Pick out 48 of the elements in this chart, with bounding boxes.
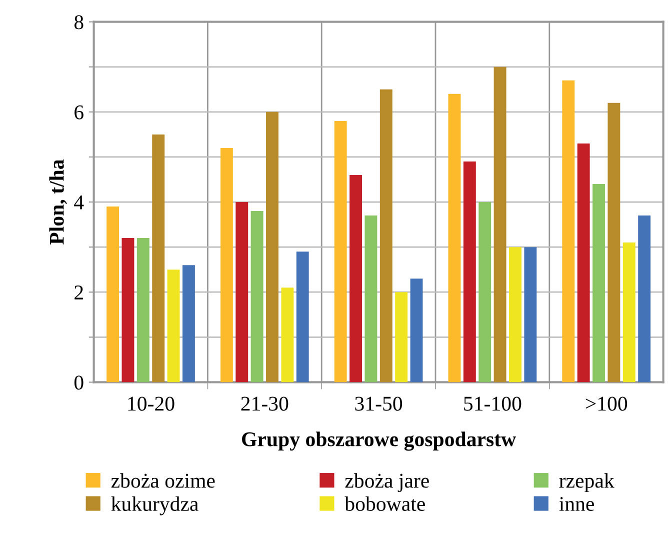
bar bbox=[236, 202, 248, 382]
bar bbox=[281, 288, 294, 382]
bar bbox=[152, 134, 165, 382]
bar bbox=[638, 216, 651, 382]
legend-label: rzepak bbox=[559, 473, 614, 492]
bar bbox=[136, 238, 150, 382]
bar bbox=[380, 89, 392, 382]
bar bbox=[494, 66, 506, 382]
bar bbox=[395, 292, 408, 382]
y-axis-title: Plon, t/ha bbox=[49, 160, 67, 244]
bar bbox=[250, 211, 264, 382]
bar bbox=[334, 120, 347, 382]
x-tick-label: 31-50 bbox=[355, 396, 402, 411]
y-tick-label: 8 bbox=[74, 15, 84, 30]
bar bbox=[266, 112, 278, 382]
x-tick-label: >100 bbox=[586, 396, 628, 411]
bar bbox=[562, 80, 575, 382]
y-tick-label: 2 bbox=[74, 286, 83, 300]
bar bbox=[220, 148, 233, 382]
x-tick-label: 51-100 bbox=[464, 396, 522, 411]
bar bbox=[410, 278, 423, 382]
bar bbox=[592, 184, 605, 382]
bar bbox=[463, 161, 476, 382]
x-axis-title: Grupy obszarowe gospodarstw bbox=[242, 432, 516, 451]
bar bbox=[106, 206, 120, 382]
y-tick-label: 0 bbox=[74, 376, 84, 390]
x-tick-label: 10-20 bbox=[128, 396, 174, 411]
bar bbox=[364, 216, 378, 382]
bar bbox=[608, 102, 620, 382]
bar bbox=[350, 174, 362, 382]
bar bbox=[182, 265, 195, 382]
legend-label: bobowate bbox=[344, 496, 425, 511]
legend-label: inne bbox=[559, 496, 594, 511]
legend-label: zboża jare bbox=[345, 473, 429, 492]
bar bbox=[122, 238, 134, 382]
y-tick-label: 4 bbox=[74, 196, 84, 210]
bar bbox=[524, 247, 537, 382]
bar bbox=[478, 202, 492, 382]
legend-label: zboża ozime bbox=[111, 473, 215, 488]
x-tick-label: 21-30 bbox=[241, 396, 288, 411]
bar bbox=[296, 252, 309, 382]
bar bbox=[448, 94, 461, 382]
bar bbox=[622, 242, 636, 382]
legend-label: kukurydza bbox=[111, 496, 198, 516]
bar bbox=[509, 247, 522, 382]
y-tick-label: 6 bbox=[74, 105, 84, 120]
bar bbox=[577, 143, 590, 382]
bar bbox=[167, 270, 180, 382]
